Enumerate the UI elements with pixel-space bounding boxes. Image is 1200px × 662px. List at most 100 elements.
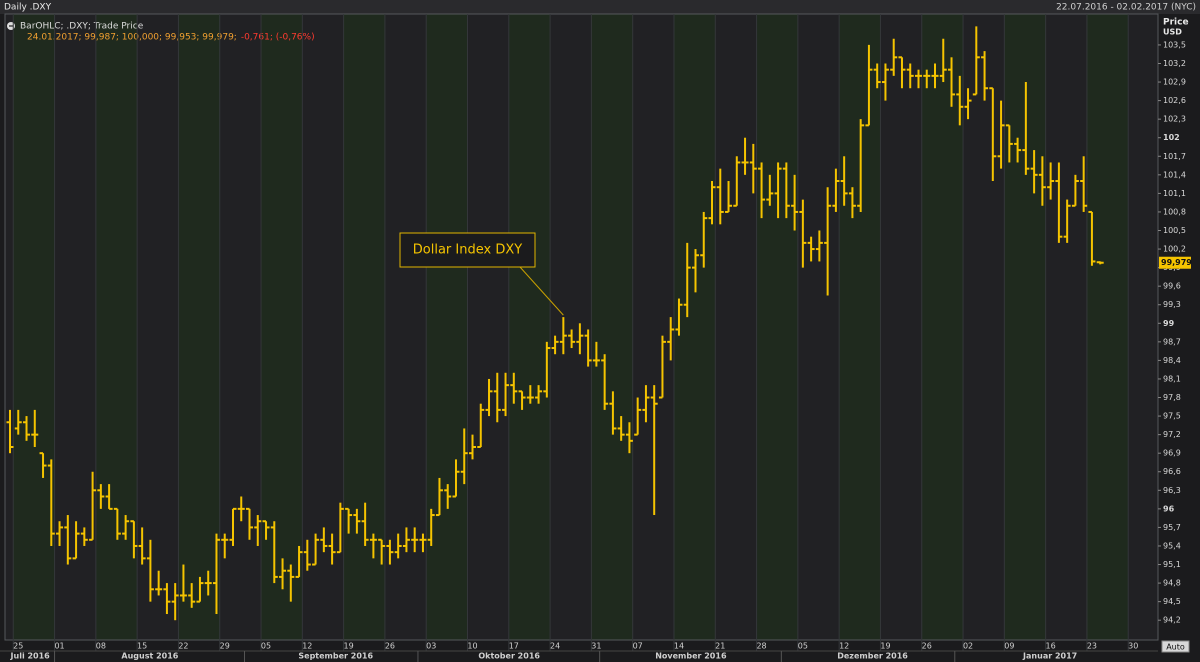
x-tick-label: 12 <box>839 642 849 651</box>
y-tick-label: 95,4 <box>1163 541 1181 550</box>
x-tick-label: 23 <box>1087 642 1097 651</box>
x-tick-label: 05 <box>798 642 808 651</box>
x-tick-label: 10 <box>467 642 477 651</box>
x-tick-label: 26 <box>922 642 932 651</box>
y-tick-label: 96,6 <box>1163 467 1181 476</box>
x-tick-label: 09 <box>1004 642 1014 651</box>
x-tick-label: 29 <box>220 642 230 651</box>
week-band <box>591 14 633 640</box>
y-tick-label: 103,5 <box>1163 40 1186 49</box>
x-tick-label: 26 <box>385 642 395 651</box>
y-tick-label: 100,8 <box>1163 207 1186 216</box>
x-tick-label: 31 <box>591 642 601 651</box>
y-tick-label: 96 <box>1163 504 1175 513</box>
y-tick-label: 97,2 <box>1163 430 1181 439</box>
legend-title: BarOHLC; .DXY; Trade Price <box>20 22 144 32</box>
x-tick-label: 24 <box>550 642 560 651</box>
week-band <box>550 14 592 640</box>
week-band <box>178 14 220 640</box>
week-band <box>343 14 385 640</box>
x-tick-label: 08 <box>96 642 106 651</box>
y-tick-label: 101,7 <box>1163 152 1186 161</box>
x-tick-label: 12 <box>302 642 312 651</box>
annotation-box <box>399 232 536 268</box>
auto-button[interactable]: Auto <box>1161 640 1190 653</box>
week-band <box>261 14 303 640</box>
y-tick-label: 101,1 <box>1163 189 1186 198</box>
week-band <box>95 14 138 640</box>
week-band <box>219 14 262 640</box>
week-band <box>880 14 922 640</box>
auto-button-box[interactable] <box>1161 640 1190 653</box>
month-label: Juli 2016 <box>10 652 51 661</box>
y-tick-label: 96,3 <box>1163 486 1181 495</box>
x-tick-label: 07 <box>633 642 643 651</box>
x-tick-label: 01 <box>54 642 64 651</box>
legend-values: 24.01.2017; 99,987; 100,000; 99,953; 99,… <box>27 33 237 43</box>
y-tick-label: 97,8 <box>1163 393 1181 402</box>
y-tick-label: 100,5 <box>1163 226 1186 235</box>
y-tick-label: 97,5 <box>1163 412 1181 421</box>
x-tick-label: 21 <box>715 642 725 651</box>
x-tick-label: 15 <box>137 642 147 651</box>
x-tick-label: 28 <box>756 642 766 651</box>
x-tick-label: 03 <box>426 642 436 651</box>
x-tick-label: 19 <box>344 642 354 651</box>
week-band <box>632 14 674 640</box>
y-tick-label: 102 <box>1163 133 1180 142</box>
y-tick-label: 94,8 <box>1163 579 1181 588</box>
y-tick-label: 98,1 <box>1163 374 1181 383</box>
y-tick-label: 96,9 <box>1163 449 1181 458</box>
week-band <box>1086 14 1129 640</box>
week-band <box>963 14 1005 640</box>
y-tick-label: 99,6 <box>1163 282 1181 291</box>
week-band <box>839 14 881 640</box>
month-label: Dezember 2016 <box>837 652 908 661</box>
axis-title: Price <box>1163 18 1189 28</box>
header-title: Daily .DXY <box>4 3 52 13</box>
last-price-box <box>1159 256 1191 269</box>
month-label: Januar 2017 <box>1022 652 1077 661</box>
auto-button-label[interactable]: Auto <box>1166 643 1185 652</box>
header-range: 22.07.2016 - 02.02.2017 (NYC) <box>1056 3 1196 13</box>
week-band <box>1045 14 1087 640</box>
x-tick-label: 30 <box>1128 642 1138 651</box>
month-label: August 2016 <box>121 652 178 661</box>
week-band <box>756 14 798 640</box>
y-tick-label: 98,4 <box>1163 356 1181 365</box>
week-band <box>5 14 14 640</box>
header-bar <box>0 0 1200 14</box>
week-band <box>426 14 468 640</box>
y-tick-label: 98,7 <box>1163 337 1181 346</box>
x-tick-label: 17 <box>509 642 519 651</box>
x-tick-label: 02 <box>963 642 973 651</box>
y-tick-label: 102,6 <box>1163 96 1186 105</box>
week-band <box>13 14 55 640</box>
x-tick-label: 16 <box>1046 642 1056 651</box>
x-tick-label: 22 <box>178 642 188 651</box>
week-band <box>921 14 964 640</box>
plot-border <box>4 13 1159 641</box>
x-tick-label: 14 <box>674 642 684 651</box>
month-label: November 2016 <box>655 652 727 661</box>
axis-unit: USD <box>1163 28 1182 37</box>
y-tick-label: 101,4 <box>1163 170 1186 179</box>
week-band <box>715 14 757 640</box>
annotation-text: Dollar Index DXY <box>413 243 522 258</box>
x-tick-label: 05 <box>261 642 271 651</box>
week-band <box>673 14 716 640</box>
x-tick-label: 25 <box>13 642 23 651</box>
month-label: September 2016 <box>298 652 373 661</box>
x-tick-label: 19 <box>880 642 890 651</box>
y-tick-label: 99,3 <box>1163 300 1181 309</box>
y-tick-label: 95,7 <box>1163 523 1181 532</box>
week-band <box>508 14 551 640</box>
week-band <box>137 14 179 640</box>
annotation-leader <box>519 266 564 316</box>
y-tick-label: 99 <box>1163 319 1175 328</box>
legend-change: -0,761; (-0,76%) <box>241 33 315 43</box>
y-tick-label: 102,9 <box>1163 78 1186 87</box>
last-price-label: 99,979 <box>1161 258 1192 267</box>
